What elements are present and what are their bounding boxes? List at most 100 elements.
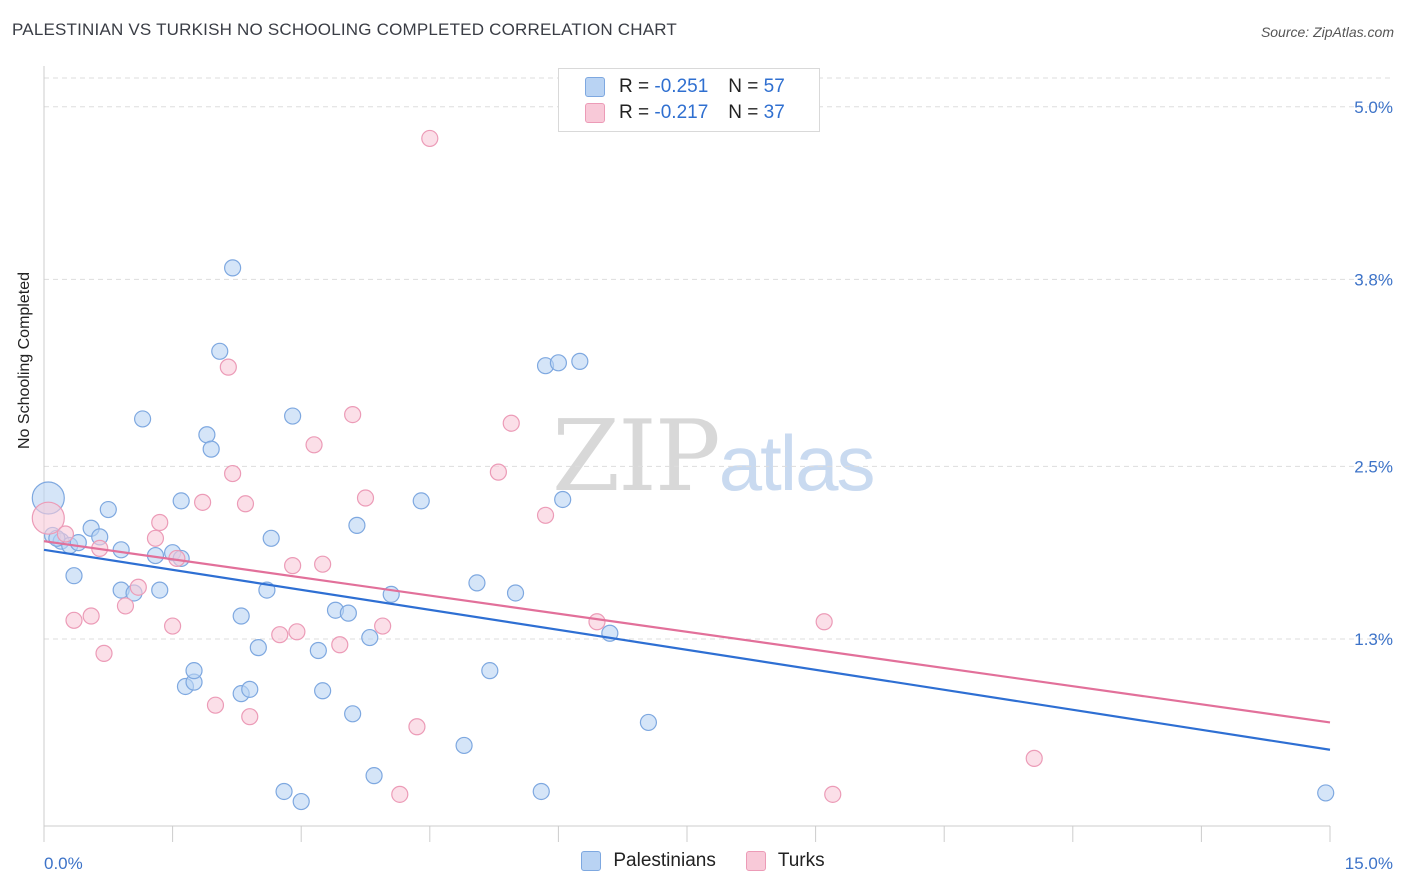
- palestinians-point: [481, 662, 499, 680]
- turks-point: [824, 785, 842, 803]
- turks-point: [236, 495, 255, 513]
- y-tick-label: 2.5%: [1354, 457, 1393, 476]
- series-legend: Palestinians Turks: [0, 850, 1406, 872]
- palestinians-point: [65, 567, 83, 585]
- turks-point: [489, 463, 507, 481]
- palestinians-point: [249, 639, 267, 657]
- palestinians-point: [314, 682, 332, 700]
- legend-n-label: N =: [728, 76, 759, 97]
- turks-legend-label: Turks: [777, 850, 825, 871]
- legend-n-label: N =: [728, 102, 759, 123]
- turks-swatch: [585, 103, 605, 123]
- turks-point: [146, 529, 165, 547]
- legend-n-value: 57: [763, 76, 785, 97]
- palestinians-point: [112, 541, 130, 559]
- legend-row-palestinians: R = -0.251 N = 57: [585, 75, 785, 99]
- palestinians-point: [284, 407, 302, 425]
- palestinians-point: [365, 767, 383, 785]
- palestinians-point: [275, 782, 293, 801]
- turks-point: [65, 611, 83, 629]
- palestinians-point: [532, 782, 550, 801]
- palestinians-point: [198, 426, 216, 444]
- turks-point: [391, 785, 409, 803]
- watermark: ZIPatlas: [552, 400, 876, 514]
- turks-point: [31, 501, 65, 535]
- turks-point: [305, 436, 323, 454]
- watermark-zip: ZIP: [552, 400, 721, 514]
- turks-point: [502, 414, 520, 432]
- y-tick-label: 1.3%: [1354, 630, 1393, 649]
- turks-point: [271, 626, 289, 644]
- turks-points: [31, 129, 1043, 803]
- turks-point: [288, 623, 306, 641]
- palestinians-point: [241, 680, 259, 698]
- turks-point: [408, 718, 426, 736]
- gridlines: [44, 77, 1392, 640]
- turks-point: [56, 525, 75, 543]
- turks-point: [284, 557, 302, 575]
- turks-point: [356, 489, 375, 507]
- turks-point: [1025, 749, 1043, 767]
- correlation-legend: R = -0.251 N = 57 R = -0.217 N = 37: [558, 68, 820, 132]
- palestinians-point: [133, 410, 152, 428]
- turks-point: [82, 607, 100, 625]
- turks-point: [194, 493, 212, 511]
- trend-lines: [43, 540, 1331, 751]
- turks-point: [129, 578, 147, 596]
- turks-point: [164, 617, 182, 635]
- turks-point: [241, 708, 259, 726]
- palestinians-point: [339, 604, 357, 622]
- palestinians-point: [348, 516, 366, 534]
- x-tick-label: 0.0%: [44, 854, 83, 873]
- palestinians-point: [185, 662, 203, 680]
- palestinians-point: [232, 607, 250, 625]
- y-tick-label: 5.0%: [1354, 98, 1393, 117]
- chart-title: PALESTINIAN VS TURKISH NO SCHOOLING COMP…: [12, 20, 678, 39]
- turks-trend-line: [43, 540, 1331, 724]
- palestinians-point: [468, 574, 486, 592]
- palestinians-point: [506, 584, 525, 602]
- turks-point: [588, 613, 606, 631]
- palestinians-point: [309, 641, 327, 660]
- palestinians-point: [344, 705, 362, 723]
- turks-point: [331, 636, 349, 654]
- palestinians-point: [1317, 784, 1335, 802]
- palestinians-points: [31, 259, 1335, 811]
- palestinians-point: [455, 736, 473, 755]
- turks-point: [536, 506, 555, 524]
- palestinians-point: [549, 354, 568, 372]
- turks-point: [314, 555, 332, 573]
- palestinians-point: [224, 259, 242, 277]
- palestinians-point: [151, 581, 169, 599]
- palestinians-point: [202, 440, 220, 458]
- palestinians-point: [412, 492, 430, 510]
- palestinians-point: [172, 492, 190, 510]
- legend-r-label: R =: [619, 76, 650, 97]
- y-tick-label: 3.8%: [1354, 270, 1393, 289]
- turks-point: [224, 464, 242, 483]
- turks-point: [374, 617, 392, 635]
- palestinians-point: [211, 342, 229, 360]
- palestinians-point: [292, 792, 310, 811]
- palestinians-trend-line: [43, 548, 1331, 751]
- turks-point: [421, 129, 439, 148]
- palestinians-point: [99, 500, 117, 519]
- turks-point: [206, 696, 225, 714]
- legend-r-value: -0.251: [654, 76, 709, 97]
- legend-item-turks: Turks: [745, 850, 825, 872]
- axes: [43, 66, 1331, 842]
- palestinians-point: [554, 490, 572, 509]
- palestinians-point: [571, 352, 589, 370]
- palestinians-point: [262, 529, 280, 547]
- turks-point: [344, 406, 362, 424]
- legend-row-turks: R = -0.217 N = 37: [585, 101, 785, 125]
- legend-n-value: 37: [763, 102, 785, 123]
- palestinians-point: [361, 628, 379, 647]
- legend-r-value: -0.217: [654, 102, 709, 123]
- y-axis-label: No Schooling Completed: [16, 272, 33, 449]
- watermark-atlas: atlas: [718, 419, 876, 507]
- legend-item-palestinians: Palestinians: [581, 850, 716, 872]
- x-tick-label: 15.0%: [1345, 854, 1393, 873]
- palestinians-legend-swatch: [581, 851, 602, 871]
